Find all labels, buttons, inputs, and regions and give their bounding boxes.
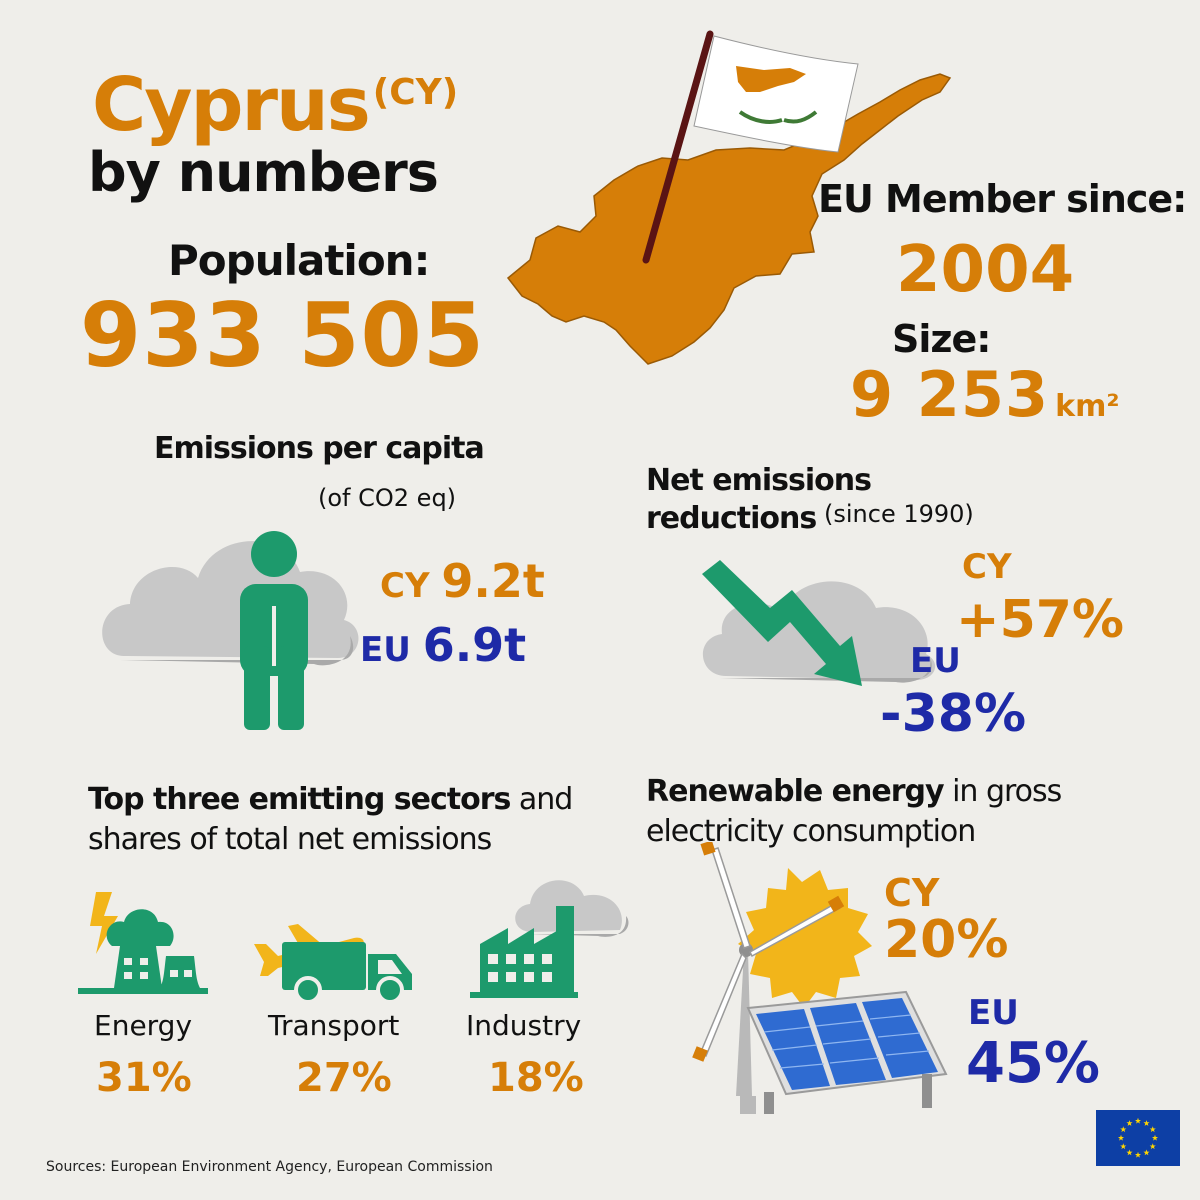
eu-flag-icon — [1096, 1110, 1180, 1166]
renewables-icon — [692, 842, 948, 1114]
eu-star-icon — [1143, 1149, 1150, 1156]
sectors-title-rest: and — [510, 782, 573, 817]
renewable-title-bold: Renewable energy — [646, 774, 945, 809]
emissions-per-capita-title: Emissions per capita — [154, 431, 485, 466]
eu-star-icon — [1143, 1120, 1150, 1126]
sector-value-energy: 31% — [96, 1055, 192, 1101]
emissions-eu: EU 6.9t — [360, 622, 526, 668]
eu-member-since-value: 2004 — [896, 233, 1075, 307]
eu-star-icon — [1120, 1143, 1127, 1150]
emissions-per-capita-subtitle: (of CO2 eq) — [318, 484, 457, 512]
emissions-cy-value: 9.2t — [441, 554, 545, 608]
size-number: 9 253 — [850, 358, 1050, 431]
cyprus-map-icon — [506, 30, 952, 365]
down-trend-cloud-icon — [702, 560, 936, 686]
emissions-eu-value: 6.9t — [422, 618, 527, 672]
eu-star-icon — [1126, 1120, 1133, 1126]
emissions-eu-label: EU — [360, 630, 411, 670]
eu-star-icon — [1149, 1126, 1156, 1133]
country-code: (CY) — [372, 72, 459, 113]
renewable-title-rest: in gross — [943, 774, 1062, 809]
eu-star-icon — [1149, 1143, 1156, 1150]
sources-note: Sources: European Environment Agency, Eu… — [46, 1159, 493, 1175]
renewable-eu-label: EU — [968, 993, 1019, 1033]
person-cloud-icon — [102, 531, 359, 730]
net-reductions-title-line2: reductions — [646, 501, 817, 536]
eu-star-icon — [1120, 1126, 1127, 1133]
power-plant-icon — [78, 892, 208, 994]
page-subtitle: by numbers — [88, 141, 439, 204]
sector-label-transport: Transport — [268, 1009, 400, 1042]
net-reductions-cy-value: +57% — [956, 590, 1125, 650]
renewable-cy-value: 20% — [884, 910, 1009, 970]
factory-icon — [470, 880, 629, 998]
sectors-title: Top three emitting sectors and shares of … — [88, 780, 573, 860]
eu-star-icon — [1151, 1134, 1159, 1141]
renewable-cy-label: CY — [884, 871, 940, 915]
renewable-eu-value: 45% — [966, 1031, 1101, 1096]
renewable-title-line2: electricity consumption — [646, 814, 976, 849]
eu-member-since-label: EU Member since: — [818, 177, 1187, 221]
renewable-title: Renewable energy in gross electricity con… — [646, 772, 1062, 852]
emissions-cy: CY 9.2t — [380, 558, 545, 604]
net-reductions-title-line1: Net emissions — [646, 463, 872, 498]
population-label: Population: — [168, 236, 430, 285]
emissions-cy-label: CY — [380, 566, 430, 606]
sectors-title-line2: shares of total net emissions — [88, 822, 492, 857]
country-name: Cyprus — [92, 62, 371, 148]
net-reductions-eu-label: EU — [910, 641, 961, 681]
net-reductions-title: Net emissions reductions — [646, 462, 872, 538]
sector-label-energy: Energy — [94, 1009, 193, 1042]
page-title: Cyprus (CY) — [92, 68, 458, 142]
sectors-title-bold: Top three emitting sectors — [88, 782, 511, 817]
sector-value-industry: 18% — [488, 1055, 584, 1101]
eu-star-icon — [1134, 1151, 1142, 1158]
size-unit: km² — [1055, 389, 1120, 424]
sector-value-transport: 27% — [296, 1055, 392, 1101]
plane-truck-icon — [254, 924, 412, 1004]
eu-star-icon — [1117, 1134, 1125, 1141]
size-value: 9 253 km² — [850, 364, 1120, 426]
net-reductions-since: (since 1990) — [824, 500, 974, 528]
eu-star-icon — [1126, 1149, 1133, 1156]
population-value: 933 505 — [80, 284, 486, 387]
net-reductions-cy-label: CY — [962, 547, 1012, 587]
sector-label-industry: Industry — [466, 1009, 582, 1042]
net-reductions-eu-value: -38% — [880, 684, 1027, 744]
size-label: Size: — [892, 317, 991, 361]
eu-star-icon — [1134, 1117, 1142, 1124]
